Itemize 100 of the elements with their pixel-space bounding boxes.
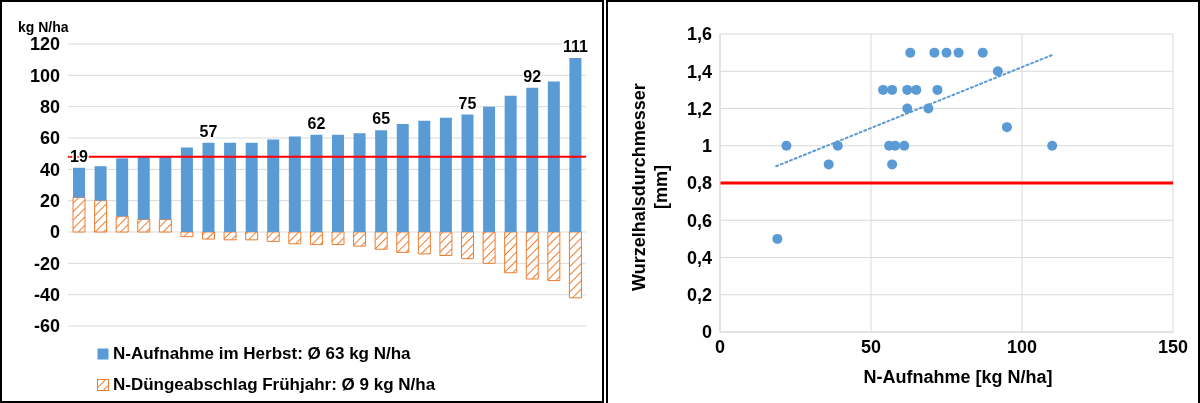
y-tick-label: -40 xyxy=(33,285,60,306)
point xyxy=(832,140,843,151)
bar xyxy=(116,158,129,217)
x-tick-label: 50 xyxy=(860,336,882,357)
bar xyxy=(547,231,561,282)
bar xyxy=(569,58,582,232)
y-tick-label: 80 xyxy=(39,97,60,118)
point xyxy=(781,140,792,151)
point xyxy=(992,66,1003,77)
bar xyxy=(245,142,258,232)
bar xyxy=(374,231,388,250)
point xyxy=(902,103,913,114)
point xyxy=(902,84,913,95)
point xyxy=(878,84,889,95)
y-tick-label: 0,4 xyxy=(686,247,712,268)
bar xyxy=(180,231,194,238)
point xyxy=(887,159,898,170)
bar xyxy=(288,231,302,245)
x-tick-label: 0 xyxy=(714,336,726,357)
point xyxy=(953,47,964,58)
bar xyxy=(504,231,518,274)
bar xyxy=(332,134,344,232)
y-tick-label: 0,6 xyxy=(686,210,712,231)
y-axis-title: Wurzelhalsdurchmesser [mm] xyxy=(628,82,672,293)
bar xyxy=(180,147,193,232)
point xyxy=(977,47,988,58)
point xyxy=(1047,140,1058,151)
bar xyxy=(396,123,409,232)
y-tick-label: 100 xyxy=(29,65,60,86)
bar xyxy=(223,231,237,241)
point xyxy=(923,103,934,114)
bar xyxy=(158,218,172,233)
bar xyxy=(310,134,323,232)
legend-label: N-Aufnahme im Herbst: Ø 63 kg N/ha xyxy=(113,343,411,364)
data-label: 111 xyxy=(562,38,588,56)
bar xyxy=(267,139,280,232)
point xyxy=(887,84,898,95)
bar xyxy=(288,136,301,232)
bar xyxy=(331,231,345,246)
bar xyxy=(439,231,453,256)
y-tick-label: 1,6 xyxy=(686,24,712,45)
bar xyxy=(94,166,107,201)
y-tick-label: 0 xyxy=(49,222,60,243)
bar xyxy=(482,231,496,264)
bar xyxy=(568,231,582,299)
data-label: 65 xyxy=(372,110,391,128)
y-tick-label: 0,2 xyxy=(686,285,712,306)
bar xyxy=(547,81,560,232)
y-tick-label: 1,2 xyxy=(686,98,712,119)
bar xyxy=(353,231,367,247)
data-label: 92 xyxy=(523,67,542,85)
bar xyxy=(353,133,366,232)
bar xyxy=(202,142,215,232)
bar xyxy=(224,142,237,232)
y-tick-label: -60 xyxy=(33,316,60,337)
point xyxy=(932,84,943,95)
point xyxy=(941,47,952,58)
x-axis-title: N-Aufnahme [kg N/ha] xyxy=(862,367,1054,388)
bar xyxy=(245,231,259,241)
bar xyxy=(504,95,517,232)
point xyxy=(823,159,834,170)
data-label: 75 xyxy=(458,94,477,112)
bar xyxy=(396,231,410,253)
bar xyxy=(72,197,86,233)
bar xyxy=(159,156,172,220)
bar xyxy=(137,156,150,220)
bar xyxy=(461,231,474,260)
bar xyxy=(266,231,280,242)
bar xyxy=(461,114,474,232)
y-tick-label: 0 xyxy=(701,322,712,343)
x-tick-label: 150 xyxy=(1157,336,1189,357)
bar xyxy=(73,167,85,198)
y-tick-label: 120 xyxy=(29,34,60,55)
y-tick-label: 20 xyxy=(39,191,60,212)
bar xyxy=(115,215,129,233)
bar xyxy=(525,231,539,280)
bar xyxy=(202,231,215,240)
y-tick-label: 1,4 xyxy=(686,61,712,82)
point xyxy=(929,47,940,58)
y-tick-label: 0,8 xyxy=(686,173,712,194)
x-tick-label: 100 xyxy=(1006,336,1038,357)
bar xyxy=(439,117,452,232)
y-tick-label: 40 xyxy=(39,159,60,180)
bar xyxy=(137,218,151,233)
legend-label: N-Düngeabschlag Frühjahr: Ø 9 kg N/ha xyxy=(113,374,436,395)
y-axis-title: kg N/ha xyxy=(18,19,69,35)
bar xyxy=(309,231,323,246)
point xyxy=(911,84,922,95)
y-tick-label: 60 xyxy=(39,128,60,149)
bar xyxy=(94,200,108,233)
point xyxy=(899,140,910,151)
bar xyxy=(417,231,431,255)
y-tick-label: 1 xyxy=(701,136,712,157)
bar xyxy=(526,87,539,232)
point xyxy=(772,233,783,244)
bar xyxy=(375,130,388,232)
point xyxy=(905,47,916,58)
data-label: 57 xyxy=(199,122,218,140)
point xyxy=(1001,122,1012,133)
bar xyxy=(483,106,496,232)
